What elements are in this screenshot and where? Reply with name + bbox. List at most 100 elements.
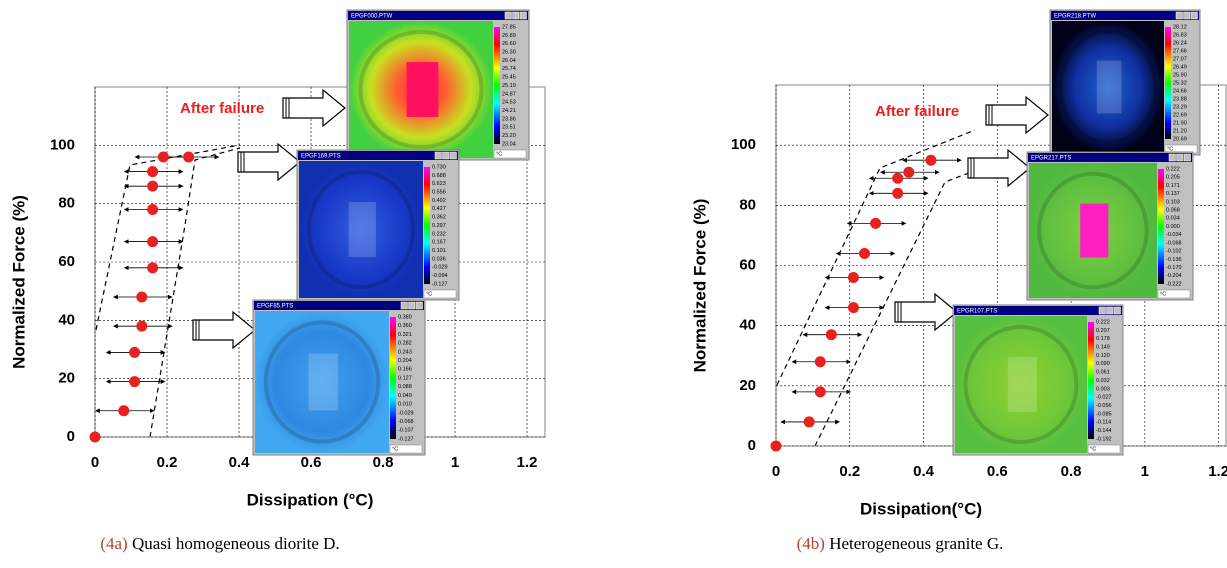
window-button <box>1183 11 1191 20</box>
colorbar-label: 0.149 <box>1096 345 1110 351</box>
colorbar-label: 0.282 <box>398 341 412 347</box>
colorbar-label: 26.83 <box>1173 32 1187 38</box>
unit-label: °C <box>496 151 502 157</box>
window-title-bar <box>298 151 458 160</box>
thermal-image <box>955 316 1087 453</box>
specimen-outline <box>263 320 381 444</box>
colorbar-label: 23.88 <box>1173 96 1187 102</box>
data-point <box>147 204 159 215</box>
data-point <box>89 431 101 443</box>
colorbar-label: 26.04 <box>502 58 516 64</box>
data-point <box>129 376 141 388</box>
window-button <box>512 11 520 20</box>
thermal-image <box>1052 21 1164 153</box>
colorbar-label: 26.24 <box>1173 40 1187 46</box>
colorbar-label: 0.222 <box>1096 319 1110 325</box>
x-tick-label: 1.2 <box>1208 463 1227 480</box>
colorbar-label: 25.90 <box>1173 72 1187 78</box>
data-point <box>129 346 141 358</box>
window-button <box>504 11 512 20</box>
colorbar-label: 0.380 <box>398 314 412 320</box>
colorbar-label: 0.171 <box>1166 183 1180 189</box>
envelope-lines <box>95 129 991 447</box>
caption-text: Heterogeneous granite G. <box>829 534 1003 553</box>
colorbar-label: 0.362 <box>432 215 446 221</box>
colorbar-label: 0.730 <box>432 164 446 170</box>
colorbar-label: 23.04 <box>502 141 516 147</box>
window-button <box>400 301 408 310</box>
colorbar-label: -0.027 <box>1096 395 1112 401</box>
colorbar-label: 26.49 <box>1173 64 1187 70</box>
colorbar <box>424 167 430 284</box>
specimen-outline <box>306 169 416 290</box>
y-tick-label: 80 <box>58 195 75 212</box>
window-title: EPGF169.PTS <box>301 154 341 160</box>
colorbar-label: -0.094 <box>432 273 448 279</box>
colorbar-label: 27.07 <box>1173 56 1187 62</box>
colorbar-label: -0.034 <box>1166 232 1182 238</box>
window-title-bar <box>1051 11 1199 20</box>
y-tick-label: 40 <box>739 317 756 334</box>
y-tick-label: 60 <box>739 256 756 273</box>
callout-arrow <box>967 148 1031 188</box>
colorbar-label: 0.556 <box>432 190 446 196</box>
colorbar-label: -0.222 <box>1166 281 1182 287</box>
colorbar-label: 25.32 <box>1173 80 1187 86</box>
colorbar <box>494 27 500 144</box>
window-button <box>442 151 450 160</box>
colorbar-label: 28.12 <box>1173 24 1187 30</box>
colorbar-label: 22.69 <box>1173 112 1187 118</box>
colorbar-label: 0.061 <box>1096 370 1110 376</box>
colorbar-label: -0.114 <box>1096 420 1111 426</box>
unit-box <box>423 289 457 299</box>
specimen-zone <box>406 62 439 117</box>
data-point <box>870 217 882 229</box>
x-axis-label: Dissipation(°C) <box>860 499 982 518</box>
colorbar-label: 26.30 <box>502 50 516 56</box>
data-point <box>770 440 782 452</box>
colorbar-label: 23.20 <box>502 133 516 139</box>
colorbar-label: 0.243 <box>398 349 412 355</box>
colorbar-label: 0.049 <box>398 393 412 399</box>
colorbar-label: -0.102 <box>1166 249 1182 255</box>
thermal-image <box>299 161 423 298</box>
colorbar-label: -0.204 <box>1166 273 1182 279</box>
colorbar-label: 24.53 <box>502 100 516 106</box>
callout-arrow <box>282 88 346 128</box>
window-title-bar <box>348 11 528 20</box>
data-point <box>147 262 159 274</box>
colorbar-label: -0.085 <box>1096 411 1112 417</box>
data-point <box>847 302 859 314</box>
window-button <box>519 11 527 20</box>
window-title-bar <box>954 306 1122 315</box>
unit-label: °C <box>1167 146 1173 152</box>
colorbar <box>390 317 396 439</box>
y-tick-label: 60 <box>58 253 75 270</box>
colorbar-label: 0.003 <box>1096 386 1110 392</box>
colorbar-label: -0.192 <box>1096 436 1112 442</box>
colorbar-label: 0.492 <box>432 198 446 204</box>
data-point <box>892 172 904 184</box>
callout-arrow <box>237 142 301 182</box>
data-point <box>892 187 904 199</box>
x-tick-label: 0.2 <box>839 463 860 480</box>
colorbar-label: 0.427 <box>432 206 446 212</box>
colorbar-label: 23.51 <box>502 125 516 131</box>
specimen-zone <box>1007 357 1037 412</box>
window-button <box>1098 306 1106 315</box>
specimen-zone <box>308 353 339 411</box>
colorbar-label: 0.360 <box>398 323 412 329</box>
colorbar-label: 0.088 <box>398 384 412 390</box>
caption-text: Quasi homogeneous diorite D. <box>132 534 340 553</box>
window-title: EPGF000.PTW <box>351 14 393 20</box>
caption-label: (4a) <box>100 534 127 553</box>
y-tick-label: 0 <box>67 428 75 445</box>
unit-box <box>389 444 423 454</box>
annotation: After failure <box>875 103 959 120</box>
window-title: EPGR217.PTS <box>1031 156 1071 162</box>
colorbar-label: 0.127 <box>398 375 412 381</box>
window-button <box>1183 153 1191 162</box>
data-point <box>814 386 826 398</box>
callout-arrow <box>192 310 256 350</box>
thermal-window: EPGR107.PTS 0.222 0.207 0.178 0.149 0.120 0.09… <box>952 304 1124 456</box>
